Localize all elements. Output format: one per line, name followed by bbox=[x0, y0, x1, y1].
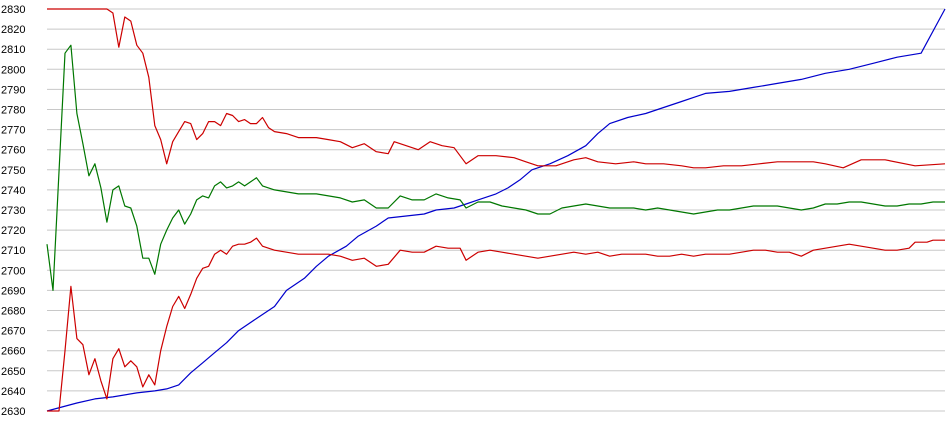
y-tick-label: 2830 bbox=[1, 4, 25, 16]
series-line-4 bbox=[47, 237, 945, 412]
y-tick-label: 2740 bbox=[1, 185, 25, 197]
y-tick-label: 2760 bbox=[1, 145, 25, 157]
y-tick-label: 2700 bbox=[1, 265, 25, 277]
y-tick-label: 2790 bbox=[1, 84, 25, 96]
y-tick-label: 2780 bbox=[1, 105, 25, 117]
y-tick-label: 2680 bbox=[1, 306, 25, 318]
series-line-3 bbox=[46, 44, 945, 291]
y-tick-label: 2800 bbox=[1, 64, 25, 76]
y-tick-label: 2820 bbox=[1, 24, 25, 36]
grid bbox=[47, 8, 945, 412]
y-tick-label: 2770 bbox=[1, 125, 25, 137]
y-tick-label: 2720 bbox=[1, 225, 25, 237]
y-tick-label: 2650 bbox=[1, 366, 25, 378]
series-line-1 bbox=[46, 8, 946, 412]
y-tick-label: 2750 bbox=[1, 165, 25, 177]
series-line-2 bbox=[47, 8, 946, 169]
y-axis-tick-labels: 2630 2640 2650 2660 2670 2680 2690 2700 2710 2720… bbox=[1, 4, 25, 418]
y-tick-label: 2630 bbox=[1, 406, 25, 418]
y-tick-label: 2810 bbox=[1, 44, 25, 56]
y-tick-label: 2660 bbox=[1, 346, 25, 358]
y-tick-label: 2710 bbox=[1, 245, 25, 257]
y-tick-label: 2670 bbox=[1, 326, 25, 338]
y-tick-label: 2690 bbox=[1, 285, 25, 297]
y-tick-label: 2730 bbox=[1, 205, 25, 217]
y-tick-label: 2640 bbox=[1, 386, 25, 398]
series-lines bbox=[46, 8, 946, 412]
